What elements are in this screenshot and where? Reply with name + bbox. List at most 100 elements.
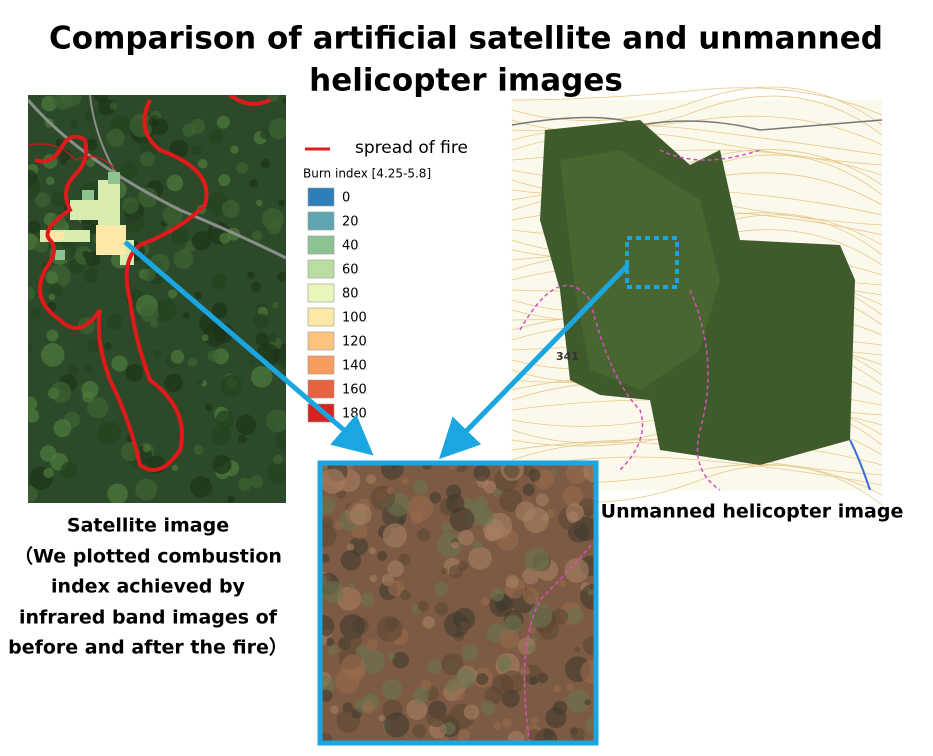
texture [148, 117, 157, 127]
texture [413, 479, 428, 494]
texture [444, 612, 470, 638]
texture [552, 700, 568, 715]
arrow [123, 240, 374, 456]
satellite-note: infrared band images of [19, 607, 278, 629]
texture [426, 706, 447, 727]
legend-swatch [307, 235, 335, 255]
texture [355, 643, 369, 657]
texture [171, 227, 189, 245]
texture [339, 614, 366, 640]
contour [511, 86, 883, 126]
texture [571, 727, 586, 742]
texture [43, 467, 54, 479]
texture [268, 118, 286, 140]
texture [441, 653, 464, 676]
texture [52, 214, 66, 229]
texture [368, 547, 377, 555]
texture [164, 373, 183, 393]
texture [501, 718, 512, 729]
texture [330, 705, 339, 714]
texture [507, 730, 525, 743]
texture [51, 191, 67, 206]
texture [455, 668, 476, 689]
texture [522, 483, 535, 497]
texture [67, 364, 79, 376]
texture [47, 388, 59, 399]
zoom-image [320, 463, 596, 743]
texture [82, 250, 89, 258]
texture [46, 329, 59, 342]
legend-label: 120 [342, 335, 367, 350]
texture [535, 728, 558, 743]
helicopter-caption: Unmanned helicopter image [601, 501, 904, 523]
texture [142, 444, 151, 453]
texture [129, 114, 154, 138]
texture [85, 251, 101, 267]
texture [268, 333, 278, 343]
texture [272, 301, 279, 309]
texture [527, 624, 537, 634]
texture [85, 138, 98, 151]
texture [171, 464, 179, 471]
texture [449, 506, 475, 532]
texture [166, 174, 184, 192]
texture [137, 187, 158, 208]
texture [499, 488, 523, 512]
texture [473, 464, 490, 482]
texture [52, 95, 73, 110]
texture [413, 687, 430, 704]
texture [252, 313, 269, 329]
texture [265, 409, 286, 433]
texture [227, 495, 236, 503]
texture [341, 654, 366, 679]
texture [580, 584, 596, 610]
zoom-frame [317, 460, 599, 746]
texture [529, 676, 538, 686]
texture [238, 434, 247, 444]
texture [412, 724, 426, 738]
texture [86, 158, 95, 168]
texture [361, 699, 376, 714]
texture [401, 477, 409, 486]
texture [349, 503, 372, 526]
texture [97, 421, 122, 445]
texture [481, 700, 496, 715]
burn-index-title: Burn index [4.25-5.8] [303, 167, 431, 181]
texture [522, 587, 540, 605]
legend-swatch [307, 259, 335, 279]
texture [212, 455, 232, 475]
texture [28, 220, 41, 234]
texture [250, 366, 273, 388]
texture [562, 485, 583, 506]
texture [530, 716, 539, 725]
legend-swatch [307, 307, 335, 327]
texture [28, 286, 36, 301]
texture [208, 130, 223, 145]
texture [320, 689, 333, 702]
texture [566, 689, 590, 714]
helicopter-image: 341 [511, 86, 883, 506]
texture [441, 522, 452, 533]
texture [340, 550, 362, 571]
texture [170, 349, 185, 364]
texture [448, 565, 463, 579]
texture [583, 463, 596, 483]
texture [107, 483, 128, 503]
texture [386, 487, 394, 495]
texture [348, 583, 355, 590]
texture [124, 212, 145, 233]
texture [235, 414, 257, 435]
texture [434, 602, 449, 616]
texture [250, 475, 264, 489]
texture [122, 197, 140, 214]
texture [261, 207, 284, 230]
texture [140, 304, 159, 323]
texture [346, 543, 355, 551]
texture [119, 161, 138, 179]
texture [109, 102, 117, 110]
legend-label: 0 [342, 191, 350, 206]
texture [441, 568, 448, 575]
texture [378, 715, 385, 722]
texture [125, 364, 144, 382]
